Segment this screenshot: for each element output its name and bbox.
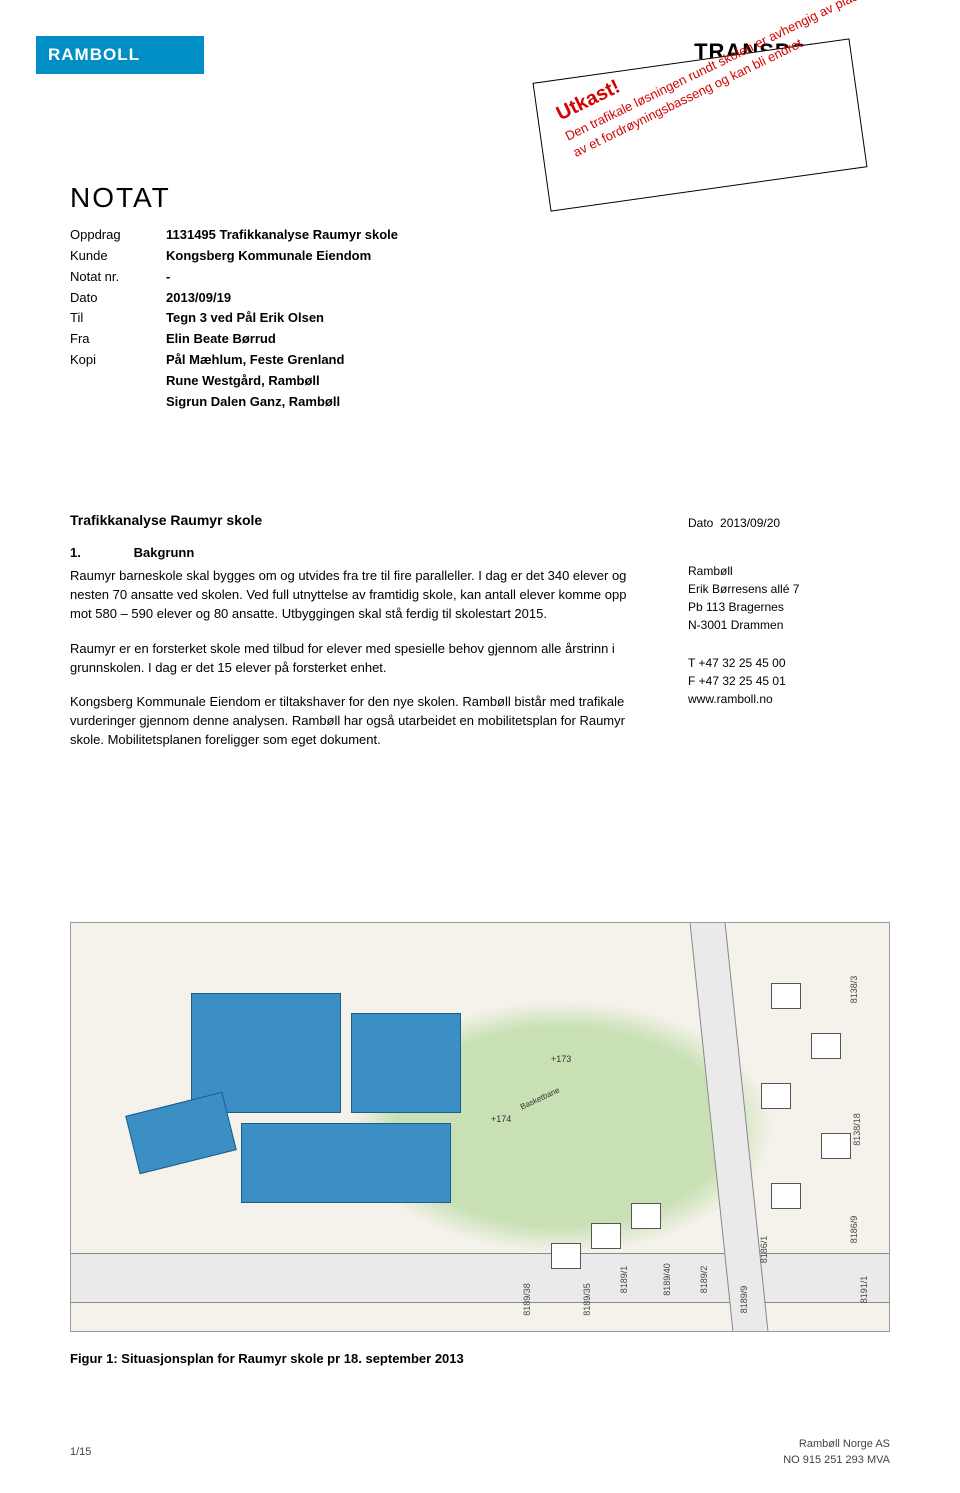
section-heading: 1. Bakgrunn xyxy=(70,544,640,563)
meta-value: 2013/09/19 xyxy=(166,289,231,308)
plan-house xyxy=(631,1203,661,1229)
meta-label: Fra xyxy=(70,330,166,349)
parcel-label: 8189/1 xyxy=(618,1266,631,1294)
plan-building xyxy=(241,1123,451,1203)
sidebar-date: Dato 2013/09/20 xyxy=(688,514,878,532)
parcel-label: 8189/38 xyxy=(521,1283,534,1316)
plan-house xyxy=(771,1183,801,1209)
heading-text: Bakgrunn xyxy=(134,545,195,560)
footer-org-name: Rambøll Norge AS xyxy=(783,1437,890,1453)
spot-height: +173 xyxy=(551,1053,571,1066)
meta-label: Til xyxy=(70,309,166,328)
sidebar-addr2: Pb 113 Bragernes xyxy=(688,598,878,616)
heading-number: 1. xyxy=(70,544,130,563)
meta-value: 1131495 Trafikkanalyse Raumyr skole xyxy=(166,226,398,245)
meta-row: TilTegn 3 ved Pål Erik Olsen xyxy=(70,309,398,328)
meta-value: Tegn 3 ved Pål Erik Olsen xyxy=(166,309,324,328)
meta-label: Dato xyxy=(70,289,166,308)
parcel-label: 8189/40 xyxy=(661,1263,674,1296)
meta-label: Oppdrag xyxy=(70,226,166,245)
sidebar-date-label: Dato xyxy=(688,516,713,530)
meta-row: KopiPål Mæhlum, Feste Grenland xyxy=(70,351,398,370)
meta-block: Oppdrag1131495 Trafikkanalyse Raumyr sko… xyxy=(70,226,398,414)
brand-logo: RAMBOLL xyxy=(36,36,204,74)
plan-house xyxy=(761,1083,791,1109)
sidebar-web: www.ramboll.no xyxy=(688,690,878,708)
plan-house xyxy=(771,983,801,1009)
meta-label: Notat nr. xyxy=(70,268,166,287)
body-text: Trafikkanalyse Raumyr skole 1. Bakgrunn … xyxy=(70,510,640,766)
brand-logo-text: RAMBOLL xyxy=(48,43,140,68)
meta-extra: Sigrun Dalen Ganz, Rambøll xyxy=(166,393,340,412)
meta-row: Oppdrag1131495 Trafikkanalyse Raumyr sko… xyxy=(70,226,398,245)
parcel-label: 8186/1 xyxy=(758,1236,771,1264)
meta-value: - xyxy=(166,268,170,287)
sidebar-addr3: N-3001 Drammen xyxy=(688,616,878,634)
sidebar-date-value: 2013/09/20 xyxy=(720,516,780,530)
paragraph: Raumyr er en forsterket skole med tilbud… xyxy=(70,640,640,678)
plan-house xyxy=(551,1243,581,1269)
parcel-label: 8189/35 xyxy=(581,1283,594,1316)
site-plan: 8189/1 8189/40 8189/2 8186/1 8189/38 8189/35 8… xyxy=(70,922,890,1332)
parcel-label: 8138/18 xyxy=(851,1113,864,1146)
meta-row: Rune Westgård, Rambøll xyxy=(70,372,398,391)
sidebar-contact: T +47 32 25 45 00 F +47 32 25 45 01 www.… xyxy=(688,654,878,708)
paragraph: Raumyr barneskole skal bygges om og utvi… xyxy=(70,567,640,624)
meta-row: Dato2013/09/19 xyxy=(70,289,398,308)
plan-house xyxy=(811,1033,841,1059)
parcel-label: 8189/2 xyxy=(698,1266,711,1294)
sidebar-fax: F +47 32 25 45 01 xyxy=(688,672,878,690)
meta-value: Kongsberg Kommunale Eiendom xyxy=(166,247,371,266)
page-number: 1/15 xyxy=(70,1445,91,1461)
parcel-label: 8191/1 xyxy=(858,1276,871,1304)
footer-org: Rambøll Norge AS NO 915 251 293 MVA xyxy=(783,1437,890,1469)
spot-height: +174 xyxy=(491,1113,511,1126)
plan-house xyxy=(591,1223,621,1249)
meta-value: Elin Beate Børrud xyxy=(166,330,276,349)
parcel-label: 8186/9 xyxy=(848,1216,861,1244)
meta-label: Kopi xyxy=(70,351,166,370)
draft-stamp: Utkast! Den trafikale løsningen rundt sk… xyxy=(533,38,868,211)
parcel-label: 8138/3 xyxy=(848,976,861,1004)
parcel-label: 8189/9 xyxy=(738,1286,751,1314)
meta-row: Notat nr.- xyxy=(70,268,398,287)
paragraph: Kongsberg Kommunale Eiendom er tiltaksha… xyxy=(70,693,640,750)
meta-row: Sigrun Dalen Ganz, Rambøll xyxy=(70,393,398,412)
sidebar: Dato 2013/09/20 Rambøll Erik Børresens a… xyxy=(688,514,878,728)
sidebar-company: Rambøll xyxy=(688,562,878,580)
meta-value: Pål Mæhlum, Feste Grenland xyxy=(166,351,344,370)
meta-row: KundeKongsberg Kommunale Eiendom xyxy=(70,247,398,266)
sidebar-tel: T +47 32 25 45 00 xyxy=(688,654,878,672)
meta-row: FraElin Beate Børrud xyxy=(70,330,398,349)
footer-org-id: NO 915 251 293 MVA xyxy=(783,1453,890,1469)
plan-building xyxy=(351,1013,461,1113)
plan-house xyxy=(821,1133,851,1159)
sidebar-addr1: Erik Børresens allé 7 xyxy=(688,580,878,598)
notat-heading: NOTAT xyxy=(70,178,171,219)
doc-title: Trafikkanalyse Raumyr skole xyxy=(70,510,640,530)
figure-caption: Figur 1: Situasjonsplan for Raumyr skole… xyxy=(70,1350,464,1369)
meta-extra: Rune Westgård, Rambøll xyxy=(166,372,320,391)
sidebar-address: Rambøll Erik Børresens allé 7 Pb 113 Bra… xyxy=(688,562,878,634)
meta-label: Kunde xyxy=(70,247,166,266)
